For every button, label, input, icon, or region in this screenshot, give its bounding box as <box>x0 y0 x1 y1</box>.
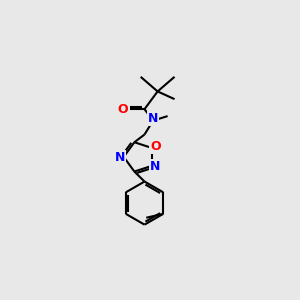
Text: O: O <box>150 140 161 153</box>
Text: N: N <box>148 112 158 125</box>
Text: N: N <box>115 151 125 164</box>
Text: N: N <box>150 160 161 173</box>
Text: O: O <box>118 103 128 116</box>
